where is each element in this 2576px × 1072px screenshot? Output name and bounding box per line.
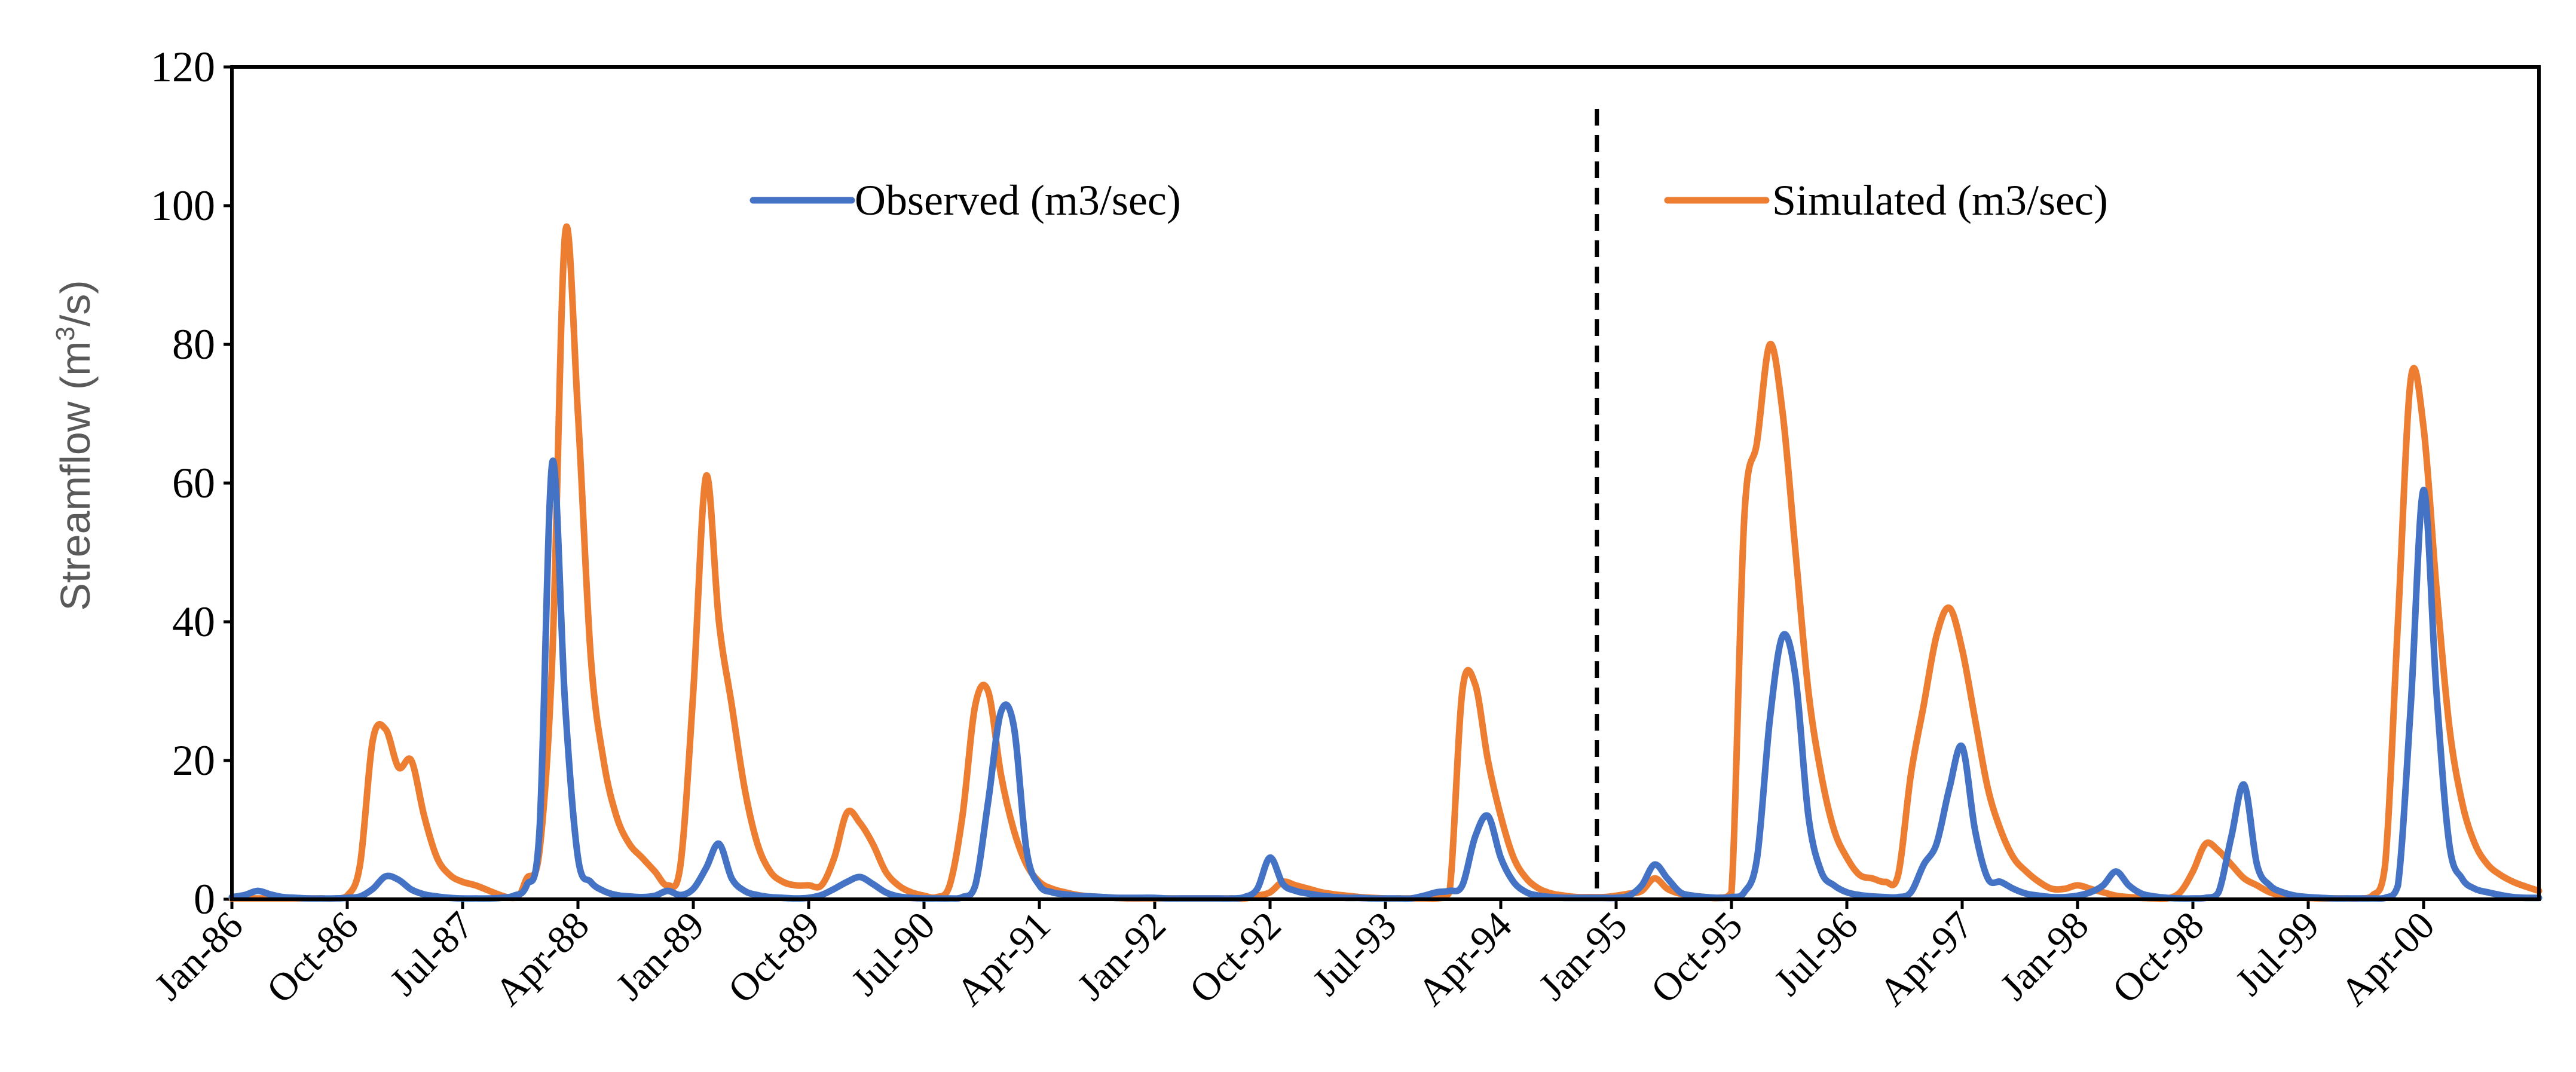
plot-area-border [230, 65, 2541, 901]
legend-label-simulated: Simulated (m3/sec) [1772, 176, 2108, 224]
y-tick-label: 20 [172, 737, 215, 784]
y-tick-label: 80 [172, 320, 215, 368]
y-tick-label: 60 [172, 459, 215, 507]
y-tick-label: 0 [194, 875, 215, 923]
y-tick-label: 40 [172, 598, 215, 646]
y-axis-title: Streamflow (m3/s) [51, 280, 99, 610]
y-axis-title-superscript: 3 [51, 326, 80, 341]
legend-label-observed: Observed (m3/sec) [855, 176, 1181, 224]
y-tick-label: 100 [151, 182, 215, 230]
y-tick-label: 120 [151, 43, 215, 91]
y-axis-title-tail: /s) [52, 280, 99, 326]
y-tick-labels: 0 20 40 60 80 100 120 [151, 43, 232, 923]
y-axis-title-main: Streamflow (m [52, 341, 99, 611]
legend: Observed (m3/sec) Simulated (m3/sec) [749, 176, 2108, 224]
